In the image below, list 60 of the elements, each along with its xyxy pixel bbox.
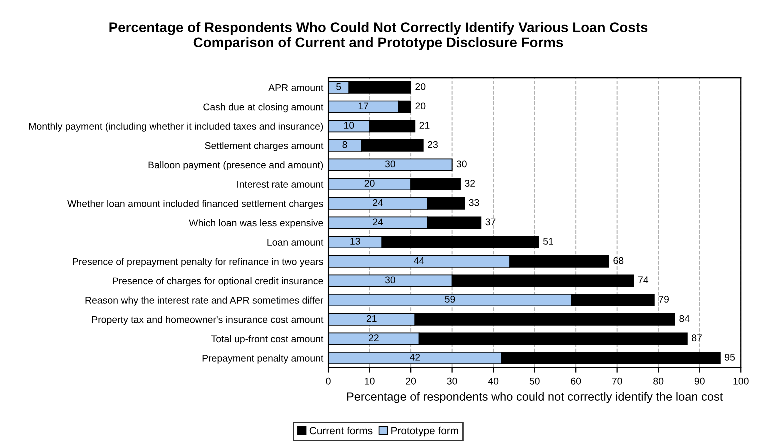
chart-title: Percentage of Respondents Who Could Not Correctly Identify Various Loan Costs Comparison of Current and Prototype Disclosure Forms — [110, 22, 648, 50]
data-label: 30 — [385, 276, 396, 284]
y-tick-label: Presence of prepayment penalty for refinance in two years — [73, 258, 324, 268]
data-label: 10 — [344, 122, 354, 129]
legend-label: Prototype form — [392, 426, 458, 437]
x-tick-label: 90 — [694, 378, 705, 385]
data-label: 22 — [369, 334, 379, 342]
legend-label: Current forms — [310, 426, 373, 435]
y-tick-label: Reason why the interest rate and APR sometimes differ — [86, 296, 324, 306]
data-label: 30 — [385, 160, 396, 168]
data-label: 8 — [342, 141, 348, 148]
y-tick-label: Property tax and homeowner's insurance cost amount — [92, 316, 324, 326]
data-label: 44 — [414, 257, 424, 264]
x-tick-label: 0 — [326, 378, 331, 385]
y-tick-label: Balloon payment (presence and amount) — [148, 161, 324, 171]
data-label: 13 — [350, 238, 360, 245]
x-tick-label: 10 — [365, 378, 375, 385]
data-label: 17 — [358, 102, 369, 110]
total-label: 95 — [725, 354, 736, 361]
total-label: 23 — [428, 141, 438, 148]
y-tick-label: Loan amount — [268, 239, 324, 246]
data-label: 21 — [366, 315, 377, 322]
x-axis-title: Percentage of respondents who could not correctly identify the loan cost — [347, 392, 724, 404]
y-tick-label: Settlement charges amount — [205, 142, 324, 152]
data-label: 24 — [373, 218, 384, 226]
total-label: 84 — [680, 315, 690, 322]
x-tick-label: 70 — [612, 378, 622, 385]
y-tick-label: Presence of charges for optional credit insurance — [113, 277, 324, 287]
total-label: 32 — [465, 180, 476, 187]
total-label: 51 — [544, 238, 554, 245]
x-tick-label: 50 — [530, 378, 540, 385]
x-tick-label: 60 — [571, 378, 582, 385]
total-label: 33 — [469, 199, 480, 206]
total-label: 79 — [659, 296, 669, 303]
y-tick-label: APR amount — [268, 84, 324, 92]
total-label: 21 — [420, 122, 430, 129]
total-label: 74 — [638, 276, 649, 284]
y-tick-label: Cash due at closing amount — [204, 104, 324, 113]
data-label: 59 — [445, 296, 456, 303]
data-label: 24 — [373, 199, 384, 206]
data-label: 20 — [364, 180, 375, 187]
total-label: 30 — [456, 160, 467, 168]
y-tick-label: Which loan was less expensive — [189, 219, 324, 229]
x-tick-label: 30 — [447, 378, 458, 385]
total-label: 37 — [486, 218, 496, 226]
data-label: 5 — [336, 84, 342, 90]
total-label: 20 — [416, 102, 426, 110]
y-tick-label: Total up-front cost amount — [212, 335, 324, 344]
y-tick-label: Interest rate amount — [238, 181, 324, 188]
total-label: 20 — [416, 83, 426, 90]
x-tick-label: 80 — [654, 378, 664, 385]
total-label: 87 — [692, 334, 702, 342]
y-tick-label: Monthly payment (including whether it included taxes and insurance) — [29, 122, 324, 132]
x-tick-label: 40 — [488, 378, 499, 385]
y-tick-label: Prepayment penalty amount — [202, 354, 324, 364]
data-label: 42 — [410, 354, 420, 361]
y-tick-label: Whether loan amount included financed settlement charges — [68, 200, 324, 210]
x-tick-label: 100 — [734, 378, 749, 385]
total-label: 68 — [614, 257, 624, 264]
x-tick-label: 20 — [406, 378, 416, 385]
